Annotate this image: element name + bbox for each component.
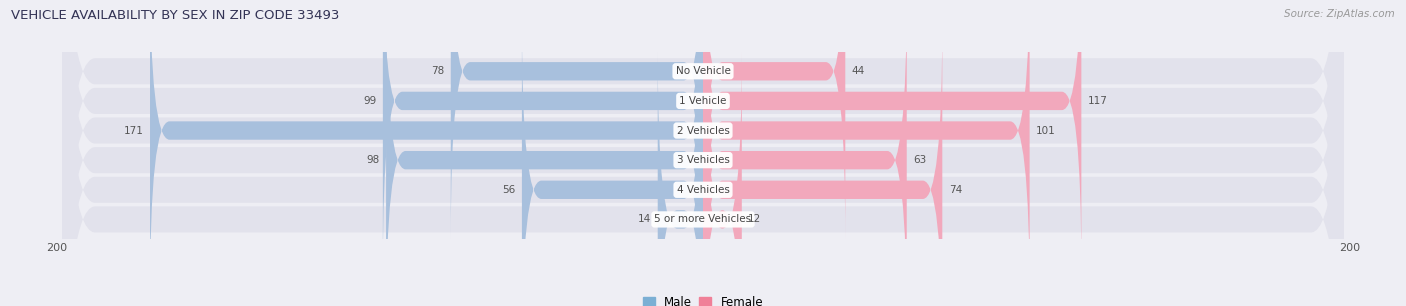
- Text: Source: ZipAtlas.com: Source: ZipAtlas.com: [1284, 9, 1395, 19]
- Text: 44: 44: [852, 66, 865, 76]
- Text: 63: 63: [914, 155, 927, 165]
- FancyBboxPatch shape: [658, 51, 703, 306]
- FancyBboxPatch shape: [703, 0, 1029, 299]
- Text: 56: 56: [502, 185, 516, 195]
- Text: 3 Vehicles: 3 Vehicles: [676, 155, 730, 165]
- FancyBboxPatch shape: [63, 0, 1343, 306]
- Text: 98: 98: [367, 155, 380, 165]
- Text: 171: 171: [124, 125, 143, 136]
- FancyBboxPatch shape: [387, 0, 703, 306]
- FancyBboxPatch shape: [63, 0, 1343, 306]
- Text: No Vehicle: No Vehicle: [675, 66, 731, 76]
- Text: 99: 99: [363, 96, 377, 106]
- FancyBboxPatch shape: [703, 51, 742, 306]
- FancyBboxPatch shape: [703, 21, 942, 306]
- FancyBboxPatch shape: [382, 0, 703, 270]
- Text: 117: 117: [1088, 96, 1108, 106]
- Text: 74: 74: [949, 185, 962, 195]
- Text: 14: 14: [638, 215, 651, 224]
- Text: 1 Vehicle: 1 Vehicle: [679, 96, 727, 106]
- FancyBboxPatch shape: [63, 0, 1343, 306]
- Text: 5 or more Vehicles: 5 or more Vehicles: [654, 215, 752, 224]
- Text: VEHICLE AVAILABILITY BY SEX IN ZIP CODE 33493: VEHICLE AVAILABILITY BY SEX IN ZIP CODE …: [11, 9, 340, 22]
- FancyBboxPatch shape: [522, 21, 703, 306]
- Text: 12: 12: [748, 215, 762, 224]
- FancyBboxPatch shape: [63, 0, 1343, 306]
- Text: 78: 78: [432, 66, 444, 76]
- FancyBboxPatch shape: [451, 0, 703, 240]
- FancyBboxPatch shape: [703, 0, 907, 306]
- FancyBboxPatch shape: [150, 0, 703, 299]
- FancyBboxPatch shape: [63, 0, 1343, 306]
- FancyBboxPatch shape: [703, 0, 1081, 270]
- FancyBboxPatch shape: [703, 0, 845, 240]
- Legend: Male, Female: Male, Female: [641, 293, 765, 306]
- Text: 4 Vehicles: 4 Vehicles: [676, 185, 730, 195]
- Text: 101: 101: [1036, 125, 1056, 136]
- FancyBboxPatch shape: [63, 0, 1343, 306]
- Text: 2 Vehicles: 2 Vehicles: [676, 125, 730, 136]
